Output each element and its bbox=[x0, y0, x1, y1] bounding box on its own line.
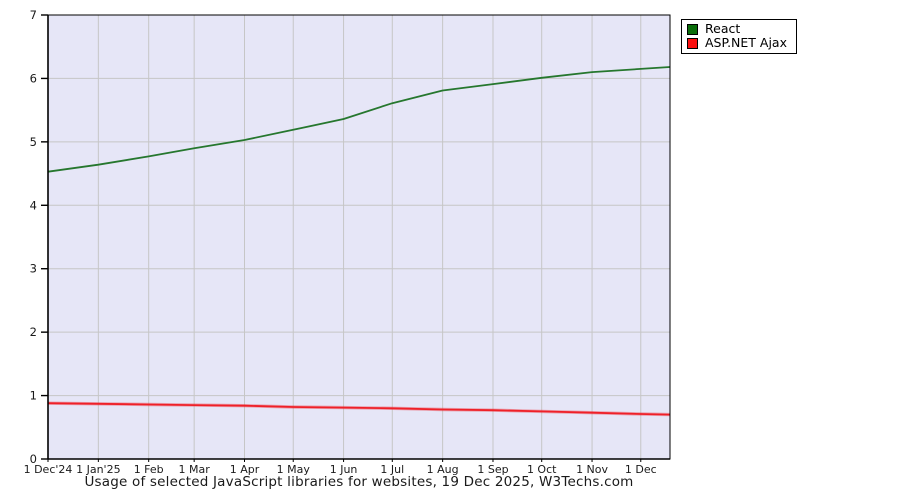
x-tick-label: 1 Oct bbox=[527, 463, 557, 476]
x-tick-label: 1 May bbox=[277, 463, 311, 476]
chart-legend: React ASP.NET Ajax bbox=[681, 19, 797, 54]
y-tick-label: 6 bbox=[30, 71, 37, 85]
y-tick-label: 7 bbox=[30, 8, 37, 22]
react-swatch-icon bbox=[687, 23, 698, 35]
x-tick-label: 1 Dec'24 bbox=[24, 463, 73, 476]
x-tick-label: 1 Apr bbox=[230, 463, 260, 476]
x-tick-label: 1 Jan'25 bbox=[76, 463, 120, 476]
y-tick-label: 2 bbox=[30, 325, 37, 339]
x-tick-label: 1 Jul bbox=[380, 463, 404, 476]
y-tick-label: 3 bbox=[30, 262, 37, 276]
legend-item-aspnet-ajax: ASP.NET Ajax bbox=[687, 36, 787, 50]
y-tick-label: 0 bbox=[30, 452, 37, 466]
x-tick-label: 1 Sep bbox=[477, 463, 508, 476]
x-tick-label: 1 Jun bbox=[330, 463, 358, 476]
y-tick-label: 4 bbox=[30, 198, 37, 212]
series-line-react bbox=[47, 66, 671, 173]
y-tick-label: 1 bbox=[30, 389, 37, 403]
series-line-asp-net-ajax bbox=[47, 402, 671, 416]
plot-area bbox=[48, 15, 670, 459]
x-tick-label: 1 Nov bbox=[576, 463, 608, 476]
legend-item-react: React bbox=[687, 22, 787, 36]
legend-label-react: React bbox=[705, 21, 741, 36]
legend-label-aspnet-ajax: ASP.NET Ajax bbox=[705, 35, 787, 50]
x-tick-label: 1 Aug bbox=[427, 463, 459, 476]
chart-caption: Usage of selected JavaScript libraries f… bbox=[84, 474, 634, 490]
y-tick-label: 5 bbox=[30, 135, 37, 149]
x-tick-label: 1 Dec bbox=[625, 463, 657, 476]
aspnet-ajax-swatch-icon bbox=[687, 37, 698, 49]
x-tick-label: 1 Mar bbox=[179, 463, 211, 476]
x-tick-label: 1 Feb bbox=[134, 463, 164, 476]
